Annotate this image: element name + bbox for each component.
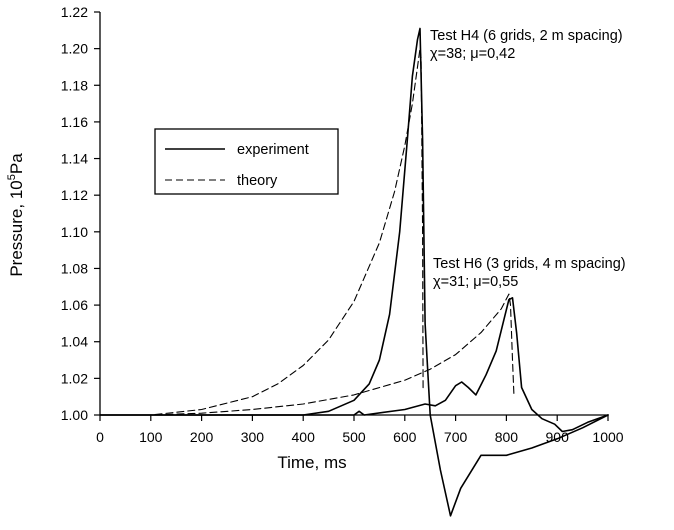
- x-tick-label: 0: [96, 429, 104, 445]
- experiment-curve-1: [99, 27, 609, 517]
- y-tick-label: 1.16: [61, 114, 88, 130]
- annotation-h6-line2: χ=31; μ=0,55: [433, 274, 518, 290]
- y-tick-label: 1.18: [61, 77, 88, 93]
- x-axis-label: Time, ms: [277, 453, 346, 472]
- x-tick-label: 100: [139, 429, 163, 445]
- axes: [99, 12, 608, 416]
- annotation-h4-line2: χ=38; μ=0,42: [430, 46, 515, 62]
- y-tick-label: 1.06: [61, 297, 88, 313]
- legend-label-experiment: experiment: [237, 142, 309, 158]
- annotation-h6-line1: Test H6 (3 grids, 4 m spacing): [433, 256, 626, 272]
- x-tick-label: 1000: [592, 429, 623, 445]
- x-tick-label: 300: [241, 429, 265, 445]
- y-tick-label: 1.10: [61, 224, 88, 240]
- theory-curve-3: [99, 48, 424, 416]
- y-ticks: 1.00 1.02 1.04 1.06 1.08 1.10 1.12 1.14 1.16 1.18…: [61, 4, 100, 423]
- experiment-curve-2: [99, 297, 609, 433]
- x-tick-label: 800: [495, 429, 519, 445]
- annotation-h4: Test H4 (6 grids, 2 m spacing) χ=38; μ=0…: [430, 28, 623, 62]
- y-tick-label: 1.04: [61, 334, 88, 350]
- x-tick-label: 200: [190, 429, 214, 445]
- legend-label-theory: theory: [237, 173, 278, 189]
- y-tick-label: 1.08: [61, 260, 88, 276]
- x-tick-label: 700: [444, 429, 468, 445]
- y-tick-label: 1.20: [61, 41, 88, 57]
- x-tick-label: 600: [393, 429, 417, 445]
- theory-curve-4: [99, 293, 515, 416]
- y-tick-label: 1.22: [61, 4, 88, 20]
- annotation-h4-line1: Test H4 (6 grids, 2 m spacing): [430, 28, 623, 44]
- y-tick-label: 1.14: [61, 151, 88, 167]
- x-tick-label: 400: [292, 429, 316, 445]
- y-tick-label: 1.12: [61, 187, 88, 203]
- y-axis-label: Pressure, 105Pa: [6, 153, 26, 277]
- legend-box: [154, 128, 339, 195]
- y-tick-label: 1.02: [61, 370, 88, 386]
- x-tick-label: 500: [342, 429, 366, 445]
- y-tick-label: 1.00: [61, 407, 88, 423]
- series-group: [99, 27, 609, 517]
- annotation-h6: Test H6 (3 grids, 4 m spacing) χ=31; μ=0…: [433, 256, 626, 290]
- legend: experiment theory: [154, 128, 339, 195]
